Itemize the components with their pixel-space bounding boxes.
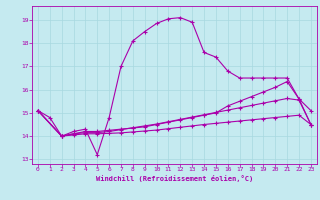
X-axis label: Windchill (Refroidissement éolien,°C): Windchill (Refroidissement éolien,°C) (96, 175, 253, 182)
